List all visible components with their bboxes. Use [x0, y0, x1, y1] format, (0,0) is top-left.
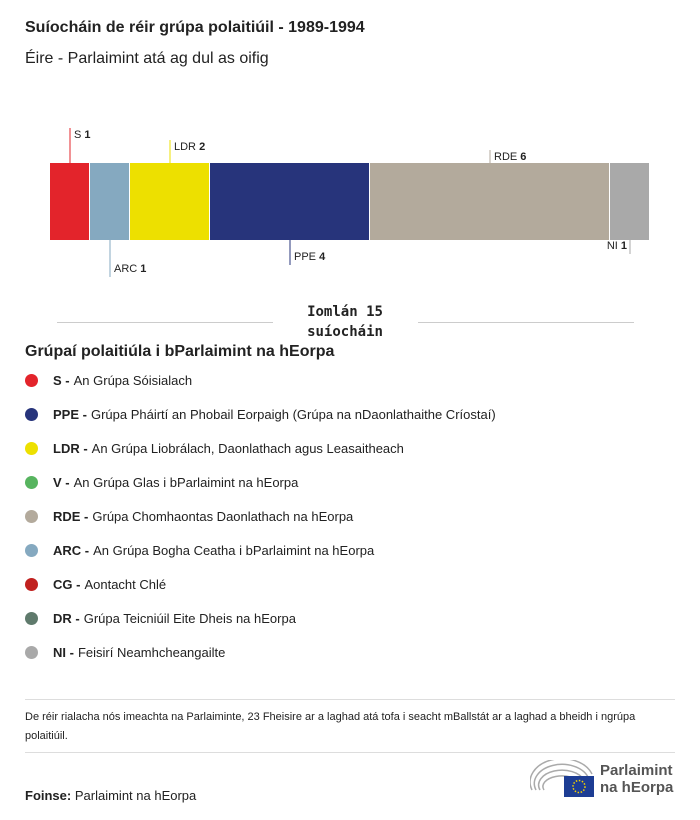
data-label-LDR: LDR 2	[174, 141, 205, 153]
logo-line1: Parlaimint	[600, 762, 673, 779]
legend-item: LDR - An Grúpa Liobrálach, Daonlathach ag…	[25, 441, 404, 456]
source-label: Foinse:	[25, 788, 72, 803]
legend-abbr: CG -	[53, 577, 81, 592]
legend-name: An Grúpa Sóisialach	[73, 373, 193, 388]
divider	[418, 322, 634, 323]
legend-item: RDE - Grúpa Chomhaontas Daonlathach na hE…	[25, 509, 353, 524]
legend-abbr: RDE -	[53, 509, 89, 524]
legend-name: Grúpa Teicniúil Eite Dheis na hEorpa	[83, 611, 296, 626]
data-label-RDE: RDE 6	[494, 151, 526, 163]
bar-segment-ARC	[90, 163, 129, 240]
legend-name: Grúpa Chomhaontas Daonlathach na hEorpa	[92, 509, 354, 524]
legend-name: Aontacht Chlé	[84, 577, 167, 592]
legend-name: Feisirí Neamhcheangailte	[77, 645, 226, 660]
bar-segment-S	[50, 163, 89, 240]
legend-abbr: PPE -	[53, 407, 87, 422]
stacked-bar-chart: S 1 ARC 1 LDR 2 PPE 4 RDE 6 NI 1	[50, 128, 649, 277]
legend-dot	[25, 374, 38, 387]
legend-dot	[25, 510, 38, 523]
footnote: De réir rialacha nós imeachta na Parlaim…	[25, 711, 636, 742]
legend-item: DR - Grúpa Teicniúil Eite Dheis na hEorpa	[25, 611, 296, 626]
legend-name: An Grúpa Glas i bParlaimint na hEorpa	[73, 475, 299, 490]
data-label-ARC: ARC 1	[114, 263, 146, 275]
logo-line2: na hEorpa	[600, 779, 674, 796]
legend-dot	[25, 442, 38, 455]
legend-abbr: LDR -	[53, 441, 88, 456]
divider	[25, 752, 675, 753]
legend-name: An Grúpa Bogha Ceatha i bParlaimint na h…	[93, 543, 375, 558]
total-seats: Iomlán 15 suíocháin	[307, 304, 383, 340]
legend-dot	[25, 476, 38, 489]
chart-title: Suíocháin de réir grúpa polaitiúil - 198…	[25, 19, 365, 36]
source: Foinse: Parlaimint na hEorpa	[25, 788, 196, 803]
data-label-PPE: PPE 4	[294, 251, 326, 263]
legend-name: An Grúpa Liobrálach, Daonlathach agus Le…	[91, 441, 404, 456]
legend-title: Grúpaí polaitiúla i bParlaimint na hEorp…	[25, 343, 335, 360]
legend-item: ARC - An Grúpa Bogha Ceatha i bParlaimint…	[25, 543, 374, 558]
data-label-S: S 1	[74, 129, 91, 141]
divider	[57, 322, 273, 323]
legend-dot	[25, 646, 38, 659]
legend-abbr: S -	[53, 373, 70, 388]
bar-segment-LDR	[130, 163, 209, 240]
legend-dot	[25, 578, 38, 591]
legend-item: NI - Feisirí Neamhcheangailte	[25, 645, 225, 660]
legend-item: S - An Grúpa Sóisialach	[25, 373, 192, 388]
legend-abbr: ARC -	[53, 543, 90, 558]
legend-abbr: NI -	[53, 645, 74, 660]
source-value: Parlaimint na hEorpa	[74, 788, 197, 803]
legend-item: CG - Aontacht Chlé	[25, 577, 166, 592]
legend-name: Grúpa Pháirtí an Phobail Eorpaigh (Grúpa…	[90, 407, 496, 422]
legend-dot	[25, 612, 38, 625]
legend-abbr: DR -	[53, 611, 80, 626]
legend-dot	[25, 544, 38, 557]
data-label-NI: NI 1	[607, 240, 627, 252]
legend-item: V - An Grúpa Glas i bParlaimint na hEorpa	[25, 475, 298, 490]
legend-item: PPE - Grúpa Pháirtí an Phobail Eorpaigh (…	[25, 407, 496, 422]
bar-segment-NI	[610, 163, 649, 240]
hemicycle-eu-flag-icon	[530, 760, 594, 797]
chart-subtitle: Éire - Parlaimint atá ag dul as oifig	[25, 50, 269, 67]
bar-segment-PPE	[210, 163, 369, 240]
ep-logo: Parlaimint na hEorpa	[530, 760, 673, 798]
legend-dot	[25, 408, 38, 421]
bar-segment-RDE	[370, 163, 609, 240]
divider	[25, 699, 675, 700]
legend-abbr: V -	[53, 475, 70, 490]
